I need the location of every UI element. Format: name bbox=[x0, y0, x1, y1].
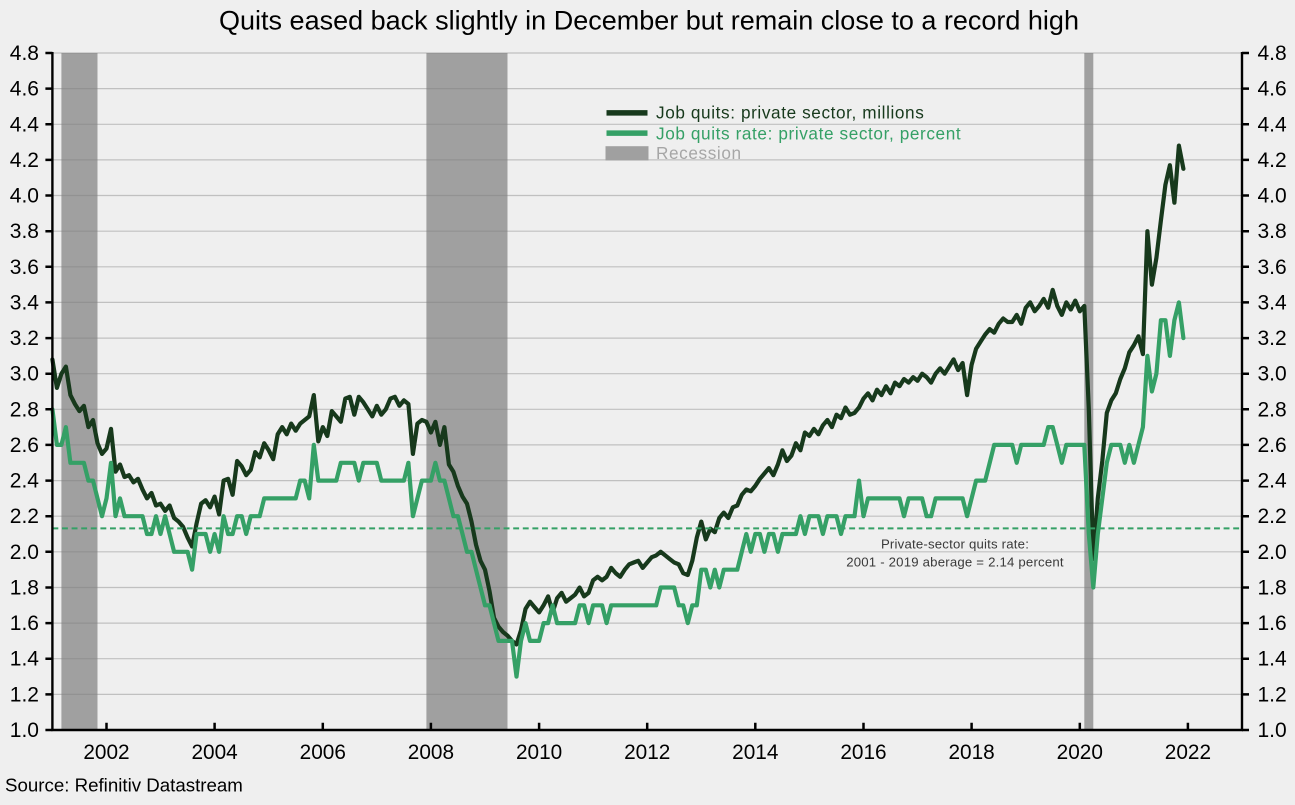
svg-text:2.0: 2.0 bbox=[1258, 541, 1287, 564]
svg-text:2001 - 2019 aberage = 2.14 per: 2001 - 2019 aberage = 2.14 percent bbox=[846, 555, 1064, 570]
svg-text:1.2: 1.2 bbox=[1258, 683, 1287, 706]
svg-text:3.8: 3.8 bbox=[10, 220, 39, 243]
svg-text:Job quits rate: private sector: Job quits rate: private sector, percent bbox=[656, 123, 961, 143]
svg-text:2016: 2016 bbox=[840, 741, 886, 764]
svg-text:2.6: 2.6 bbox=[10, 434, 39, 457]
svg-text:4.6: 4.6 bbox=[1258, 78, 1287, 101]
svg-text:1.4: 1.4 bbox=[1258, 648, 1288, 671]
svg-text:2.8: 2.8 bbox=[10, 398, 39, 421]
svg-text:2006: 2006 bbox=[300, 741, 346, 764]
svg-text:3.4: 3.4 bbox=[1258, 291, 1288, 314]
svg-text:2012: 2012 bbox=[624, 741, 670, 764]
svg-text:2014: 2014 bbox=[732, 741, 778, 764]
svg-text:1.6: 1.6 bbox=[10, 612, 39, 635]
svg-text:2020: 2020 bbox=[1057, 741, 1103, 764]
svg-text:2002: 2002 bbox=[83, 741, 129, 764]
svg-text:1.0: 1.0 bbox=[10, 719, 39, 742]
svg-text:3.0: 3.0 bbox=[1258, 363, 1287, 386]
svg-text:4.0: 4.0 bbox=[1258, 185, 1287, 208]
svg-text:2.2: 2.2 bbox=[10, 505, 39, 528]
svg-text:2.0: 2.0 bbox=[10, 541, 39, 564]
svg-text:4.2: 4.2 bbox=[10, 149, 39, 172]
svg-text:2018: 2018 bbox=[948, 741, 994, 764]
svg-text:3.6: 3.6 bbox=[1258, 256, 1287, 279]
svg-text:1.2: 1.2 bbox=[10, 683, 39, 706]
svg-text:3.6: 3.6 bbox=[10, 256, 39, 279]
svg-text:3.8: 3.8 bbox=[1258, 220, 1287, 243]
svg-text:Private-sector quits rate:: Private-sector quits rate: bbox=[881, 536, 1029, 551]
svg-text:4.6: 4.6 bbox=[10, 78, 39, 101]
svg-text:1.8: 1.8 bbox=[1258, 577, 1287, 600]
svg-text:2.2: 2.2 bbox=[1258, 505, 1287, 528]
svg-text:2010: 2010 bbox=[516, 741, 562, 764]
svg-text:4.4: 4.4 bbox=[1258, 113, 1288, 136]
svg-text:2004: 2004 bbox=[191, 741, 237, 764]
svg-text:3.2: 3.2 bbox=[10, 327, 39, 350]
svg-text:1.0: 1.0 bbox=[1258, 719, 1287, 742]
svg-text:4.4: 4.4 bbox=[10, 113, 40, 136]
svg-text:2.4: 2.4 bbox=[10, 470, 40, 493]
svg-text:1.6: 1.6 bbox=[1258, 612, 1287, 635]
svg-text:4.8: 4.8 bbox=[1258, 42, 1287, 65]
svg-text:4.2: 4.2 bbox=[1258, 149, 1287, 172]
svg-text:2.6: 2.6 bbox=[1258, 434, 1287, 457]
svg-text:2008: 2008 bbox=[408, 741, 454, 764]
svg-text:3.2: 3.2 bbox=[1258, 327, 1287, 350]
svg-text:4.8: 4.8 bbox=[10, 42, 39, 65]
svg-text:Job quits: private sector, mil: Job quits: private sector, millions bbox=[656, 102, 924, 122]
svg-text:4.0: 4.0 bbox=[10, 185, 39, 208]
svg-text:1.8: 1.8 bbox=[10, 577, 39, 600]
svg-text:1.4: 1.4 bbox=[10, 648, 40, 671]
svg-text:Quits eased back slightly in D: Quits eased back slightly in December bu… bbox=[219, 6, 1079, 36]
svg-text:2022: 2022 bbox=[1165, 741, 1211, 764]
svg-text:2.4: 2.4 bbox=[1258, 470, 1288, 493]
svg-text:Recession: Recession bbox=[656, 143, 742, 163]
svg-text:2.8: 2.8 bbox=[1258, 398, 1287, 421]
svg-text:3.0: 3.0 bbox=[10, 363, 39, 386]
svg-text:3.4: 3.4 bbox=[10, 291, 40, 314]
svg-text:Source: Refinitiv Datastream: Source: Refinitiv Datastream bbox=[5, 775, 243, 796]
